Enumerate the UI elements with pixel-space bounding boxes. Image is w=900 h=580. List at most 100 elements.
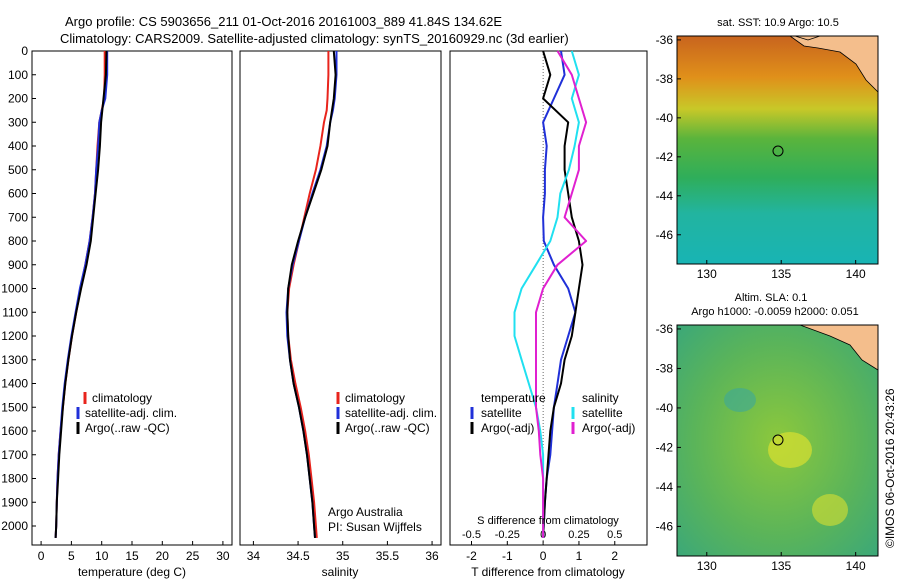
x-tick-label: 0	[38, 549, 45, 563]
salinity-xlabel: salinity	[322, 565, 359, 579]
legend-title-salinity: salinity	[582, 391, 619, 405]
x-tick-label: 30	[216, 549, 230, 563]
x-tick-label: 5	[68, 549, 75, 563]
y-tick-label: 1800	[1, 472, 28, 486]
argo-location-marker	[772, 145, 784, 157]
x-tick-label: 35.5	[376, 549, 400, 563]
difference-legend: temperature satellite Argo(-adj) salinit…	[470, 391, 635, 435]
map-x-tick-label: 140	[846, 559, 866, 573]
x-tick-label: 20	[156, 549, 170, 563]
series-line-argo-raw-qc-	[54, 50, 108, 538]
temperature-panel-frame	[31, 50, 233, 546]
map-y-tick-label: -36	[656, 33, 674, 47]
map-x-tick-label: 135	[771, 267, 791, 281]
y-tick-label: 1600	[1, 424, 28, 438]
map-y-tick-label: -44	[656, 189, 674, 203]
x-tick-label: 35	[336, 549, 350, 563]
temperature-legend: climatology satellite-adj. clim. Argo(..…	[76, 391, 177, 435]
y-tick-label: 900	[8, 258, 28, 272]
s-tick-label: -0.5	[462, 529, 481, 541]
series-line-argo-adj-	[542, 50, 584, 538]
y-tick-label: 400	[8, 139, 28, 153]
legend-label-argo: Argo(..raw -QC)	[345, 421, 430, 435]
x-tick-label: 2	[611, 549, 618, 563]
legend-label-satellite: satellite-adj. clim.	[345, 406, 437, 420]
y-tick-label: 1700	[1, 448, 28, 462]
argo-location-marker	[772, 434, 784, 446]
s-tick-label: -0.25	[495, 529, 520, 541]
series-line-argo-raw-qc-	[286, 50, 337, 538]
sst-map	[676, 35, 879, 265]
map-y-tick-label: -44	[656, 480, 674, 494]
difference-panel-frame	[449, 50, 648, 546]
y-tick-label: 1300	[1, 353, 28, 367]
legend-label-satellite: satellite-adj. clim.	[85, 406, 177, 420]
figure-title: Argo profile: CS 5903656_211 01-Oct-2016…	[65, 14, 502, 29]
difference-xlabel: T difference from climatology	[471, 565, 625, 579]
sla-high-anomaly	[812, 494, 848, 526]
legend-label-t-satellite: satellite	[481, 406, 522, 420]
map-y-tick-label: -42	[656, 150, 674, 164]
x-tick-label: 15	[125, 549, 139, 563]
legend-label-t-argo: Argo(-adj)	[481, 421, 534, 435]
map-y-tick-label: -38	[656, 361, 674, 375]
y-tick-label: 700	[8, 210, 28, 224]
pi-annotation: PI: Susan Wijffels	[328, 520, 422, 534]
map-x-tick-label: 130	[697, 267, 717, 281]
legend-label-s-satellite: satellite	[582, 406, 623, 420]
legend-title-temperature: temperature	[481, 391, 546, 405]
salinity-panel-frame	[239, 50, 442, 546]
x-tick-label: 1	[576, 549, 583, 563]
x-tick-label: -1	[502, 549, 513, 563]
imos-credit: ©IMOS 06-Oct-2016 20:43:26	[883, 388, 897, 548]
sst-map-frame	[676, 35, 879, 265]
temperature-plot: 0100200300400500600700800900100011001200…	[1, 44, 230, 563]
salinity-legend: climatology satellite-adj. clim. Argo(..…	[336, 391, 437, 435]
operator-annotation: Argo Australia	[328, 505, 403, 519]
y-tick-label: 0	[21, 44, 28, 58]
map-y-tick-label: -38	[656, 72, 674, 86]
y-tick-label: 1100	[2, 305, 28, 319]
x-tick-label: 10	[95, 549, 109, 563]
y-tick-label: 600	[8, 187, 28, 201]
y-tick-label: 1500	[1, 400, 28, 414]
series-line-argo-adj-	[535, 50, 588, 538]
y-tick-label: 1400	[1, 377, 28, 391]
x-tick-label: 36	[425, 549, 439, 563]
y-tick-label: 800	[8, 234, 28, 248]
y-tick-label: 1000	[1, 282, 28, 296]
y-tick-label: 300	[8, 115, 28, 129]
sst-map-title: sat. SST: 10.9 Argo: 10.5	[717, 17, 839, 29]
legend-label-argo: Argo(..raw -QC)	[85, 421, 170, 435]
y-tick-label: 1900	[1, 495, 28, 509]
series-line-satellite-adj-clim-	[54, 51, 109, 538]
map-y-tick-label: -42	[656, 440, 674, 454]
map-y-tick-label: -46	[656, 228, 674, 242]
map-y-tick-label: -36	[656, 322, 674, 336]
map-y-tick-label: -40	[656, 401, 674, 415]
legend-label-climatology: climatology	[92, 391, 152, 405]
sla-low-anomaly	[724, 388, 756, 412]
y-tick-label: 1200	[1, 329, 28, 343]
x-tick-label: 34	[247, 549, 261, 563]
legend-label-s-argo: Argo(-adj)	[582, 421, 635, 435]
map-x-tick-label: 135	[771, 559, 791, 573]
legend-label-climatology: climatology	[345, 391, 405, 405]
temperature-xlabel: temperature (deg C)	[78, 565, 186, 579]
sla-map-title: Altim. SLA: 0.1	[735, 292, 808, 304]
s-tick-label: 0.25	[568, 529, 589, 541]
figure-subtitle: Climatology: CARS2009. Satellite-adjuste…	[60, 31, 569, 46]
sst-field	[677, 36, 878, 264]
sla-map-subtitle: Argo h1000: -0.0059 h2000: 0.051	[691, 306, 859, 318]
y-tick-label: 200	[8, 92, 28, 106]
x-tick-label: 0	[540, 549, 547, 563]
x-tick-label: 25	[186, 549, 200, 563]
map-x-tick-label: 140	[846, 267, 866, 281]
x-tick-label: -2	[466, 549, 477, 563]
y-tick-label: 2000	[1, 519, 28, 533]
sst-map-axes: 130 135 140 -36 -38 -40 -42 -44 -46	[656, 33, 866, 281]
y-tick-label: 500	[8, 163, 28, 177]
map-y-tick-label: -46	[656, 519, 674, 533]
series-line-satellite	[542, 50, 577, 538]
